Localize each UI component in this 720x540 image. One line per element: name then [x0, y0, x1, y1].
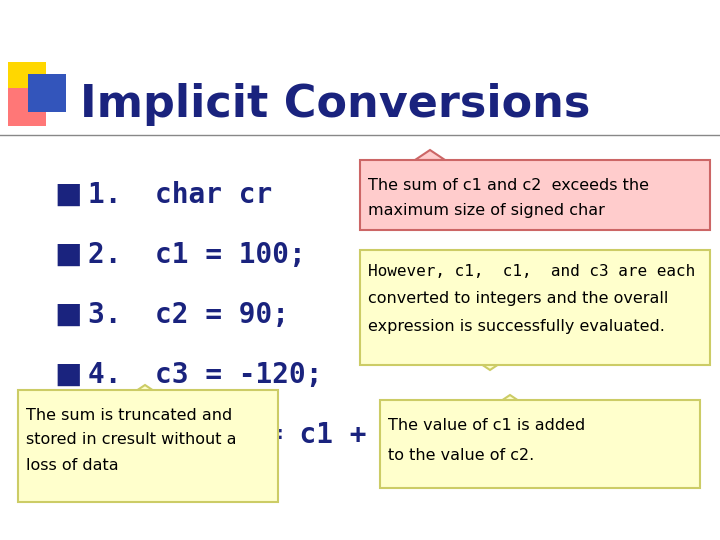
Text: maximum size of signed char: maximum size of signed char	[368, 202, 605, 218]
Text: Implicit Conversions: Implicit Conversions	[80, 84, 590, 126]
Text: ■: ■	[54, 181, 82, 209]
Text: The sum is truncated and: The sum is truncated and	[26, 408, 233, 422]
FancyBboxPatch shape	[28, 74, 66, 112]
Text: 4.  c3 = -120;: 4. c3 = -120;	[88, 361, 323, 389]
Text: 3.  c2 = 90;: 3. c2 = 90;	[88, 301, 289, 329]
Text: 5.  cresult = c1 + c2 + c3;: 5. cresult = c1 + c2 + c3;	[65, 421, 517, 449]
Text: ■: ■	[54, 301, 82, 329]
FancyBboxPatch shape	[360, 160, 710, 230]
FancyBboxPatch shape	[360, 250, 710, 365]
Text: 2.  c1 = 100;: 2. c1 = 100;	[88, 241, 306, 269]
Polygon shape	[495, 395, 525, 405]
FancyBboxPatch shape	[380, 400, 700, 488]
Text: stored in cresult without a: stored in cresult without a	[26, 433, 236, 448]
Text: ■: ■	[31, 421, 59, 449]
Text: 1.  char cr: 1. char cr	[88, 181, 272, 209]
Text: loss of data: loss of data	[26, 457, 119, 472]
Text: However, c1,  c1,  and c3 are each: However, c1, c1, and c3 are each	[368, 265, 696, 280]
Text: expression is successfully evaluated.: expression is successfully evaluated.	[368, 319, 665, 334]
Text: ■: ■	[54, 361, 82, 389]
Text: The value of c1 is added: The value of c1 is added	[388, 417, 585, 433]
Text: converted to integers and the overall: converted to integers and the overall	[368, 292, 668, 307]
Polygon shape	[415, 150, 445, 160]
Text: to the value of c2.: to the value of c2.	[388, 448, 534, 462]
Text: The sum of c1 and c2  exceeds the: The sum of c1 and c2 exceeds the	[368, 178, 649, 192]
FancyBboxPatch shape	[8, 88, 46, 126]
Polygon shape	[475, 360, 505, 370]
FancyBboxPatch shape	[8, 62, 46, 100]
FancyBboxPatch shape	[18, 390, 278, 502]
Polygon shape	[130, 385, 160, 395]
Text: ■: ■	[54, 241, 82, 269]
